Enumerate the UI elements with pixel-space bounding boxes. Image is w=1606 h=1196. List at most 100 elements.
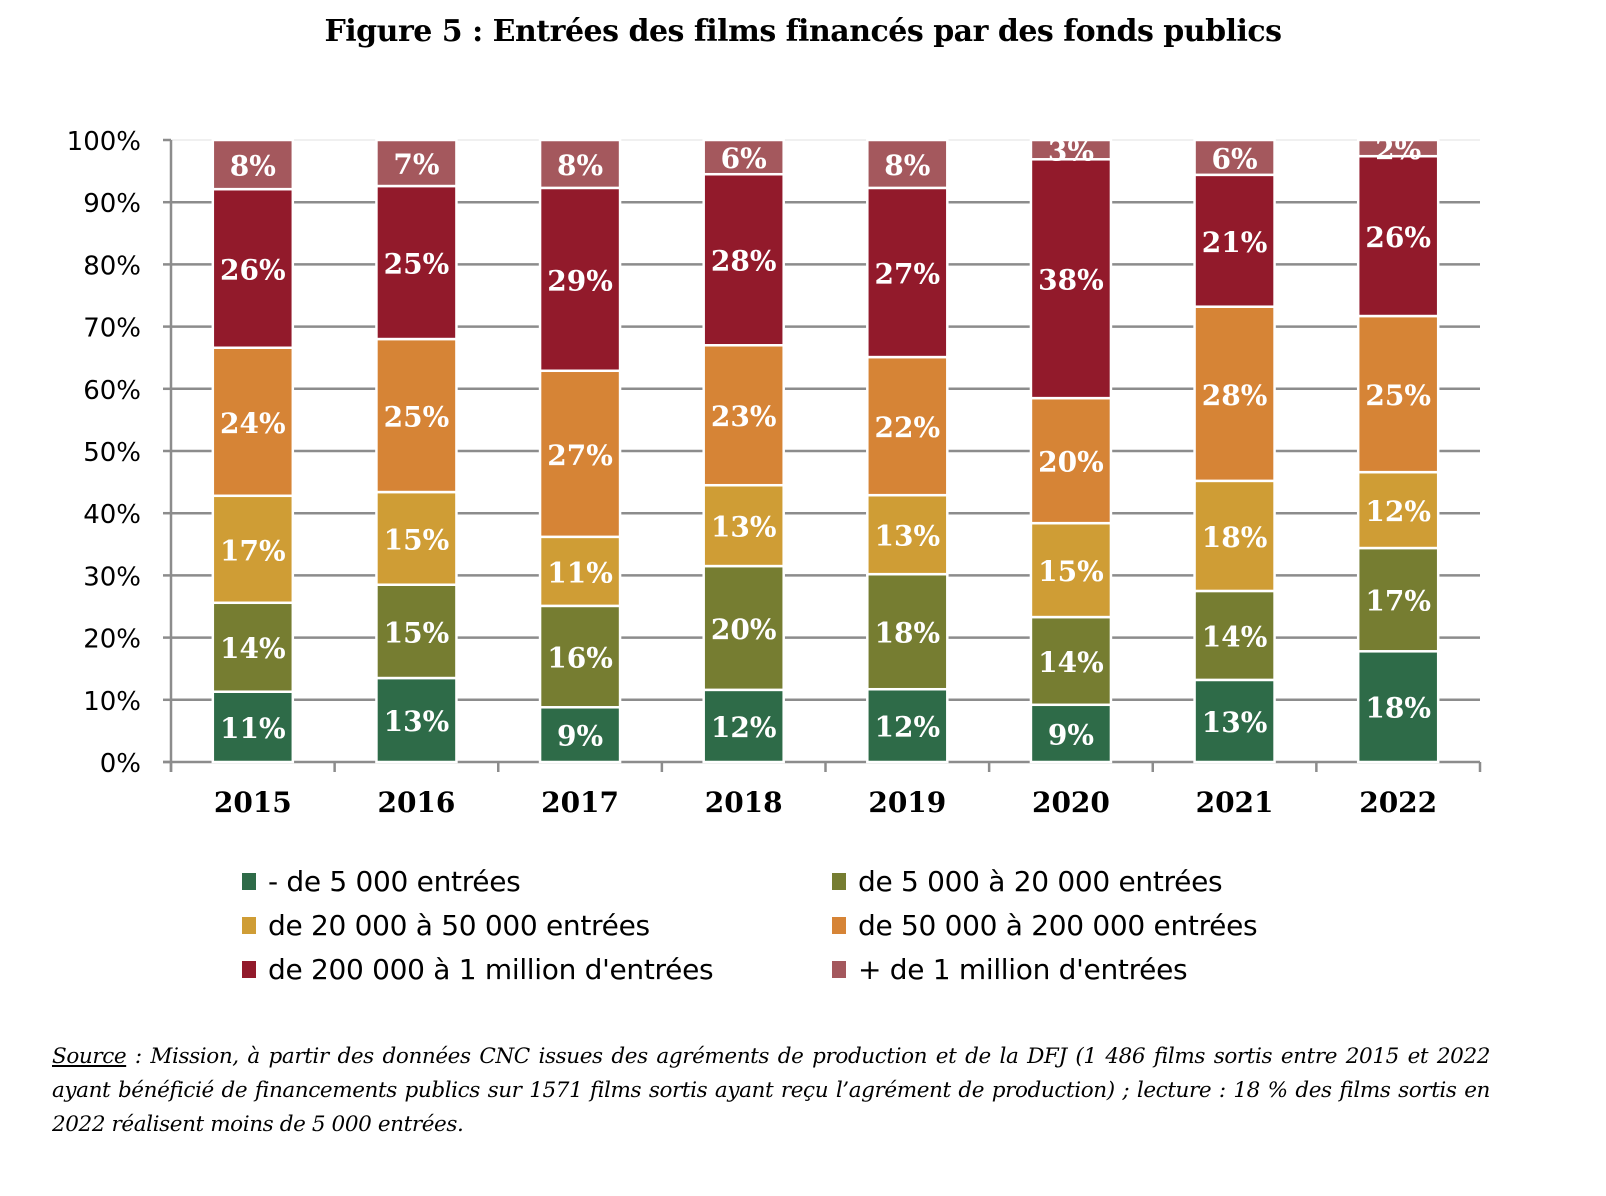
bar-stack-2017: 9% 16% 11% 27% 29% 8%	[538, 138, 622, 764]
data-label: 26%	[1365, 221, 1431, 254]
y-tick-label: 20%	[83, 625, 141, 655]
x-tick-label: 2016	[377, 786, 455, 819]
chart-title: Figure 5 : Entrées des films financés pa…	[324, 14, 1282, 49]
data-label: 38%	[1038, 264, 1104, 297]
x-tick-label: 2015	[214, 786, 292, 819]
legend-item: de 50 000 à 200 000 entrées	[832, 906, 1342, 944]
data-label: 11%	[547, 556, 613, 589]
data-label: 15%	[1038, 555, 1104, 588]
data-label: 6%	[721, 142, 767, 175]
bar-segment	[1029, 158, 1113, 400]
data-label: 3%	[1048, 135, 1094, 168]
bar-segment	[375, 184, 458, 341]
data-label: 12%	[875, 711, 941, 744]
bar-segment	[211, 494, 295, 605]
bar-stack-2016: 13% 15% 15% 25% 25% 7%	[375, 138, 458, 764]
y-tick-label: 30%	[83, 562, 141, 592]
bar-segment	[1193, 678, 1276, 764]
legend-label: de 20 000 à 50 000 entrées	[268, 908, 650, 942]
bar-segment	[702, 688, 785, 764]
source-label: Source	[52, 1044, 127, 1069]
y-tick-label: 40%	[83, 500, 141, 530]
data-label: 8%	[557, 149, 603, 182]
x-tick-label: 2018	[705, 786, 783, 819]
data-label: 25%	[384, 248, 450, 281]
bar-segment	[538, 706, 622, 764]
data-label: 20%	[1038, 446, 1104, 479]
bar-stack-2022: 18% 17% 12% 25% 26% 2%	[1356, 133, 1440, 764]
y-tick-label: 50%	[83, 438, 141, 468]
data-label: 14%	[1202, 620, 1268, 653]
bar-segment	[1193, 479, 1276, 593]
bar-segment	[702, 344, 785, 487]
bar-segment	[866, 687, 949, 764]
data-label: 17%	[220, 534, 286, 567]
data-label: 28%	[711, 245, 777, 278]
bar-segment	[538, 369, 622, 539]
legend-swatch	[242, 960, 256, 978]
data-label: 13%	[711, 511, 777, 544]
data-label: 12%	[711, 711, 777, 744]
bar-segment	[1193, 305, 1276, 483]
bar-segment	[702, 138, 785, 176]
bar-segment	[1356, 546, 1440, 653]
bar-segment	[702, 172, 785, 347]
legend-item: - de 5 000 entrées	[242, 862, 832, 900]
legend-item: de 5 000 à 20 000 entrées	[832, 862, 1342, 900]
data-label: 18%	[1365, 692, 1431, 725]
data-label: 20%	[711, 613, 777, 646]
data-label: 29%	[547, 264, 613, 297]
x-tick-label: 2017	[541, 786, 619, 819]
legend-label: de 50 000 à 200 000 entrées	[858, 908, 1258, 942]
bar-segment	[1356, 154, 1440, 318]
bar-stack-2021: 13% 14% 18% 28% 21% 6%	[1193, 138, 1276, 764]
data-label: 18%	[1202, 521, 1268, 554]
bar-segment	[538, 186, 622, 373]
data-label: 15%	[384, 616, 450, 649]
stacked-bar-chart: 0%10%20%30%40%50%60%70%80%90%100%11%14%1…	[67, 127, 1482, 819]
legend-swatch	[832, 916, 846, 934]
bar-segment	[866, 186, 949, 359]
source-note: Source : Mission, à partir des données C…	[52, 1040, 1490, 1142]
y-tick-label: 70%	[83, 314, 141, 344]
bar-segment	[1193, 589, 1276, 682]
data-label: 24%	[220, 407, 286, 440]
data-label: 25%	[384, 401, 450, 434]
legend-item: de 20 000 à 50 000 entrées	[242, 906, 832, 944]
data-label: 11%	[220, 712, 286, 745]
bar-segment	[538, 604, 622, 709]
data-label: 16%	[547, 642, 613, 675]
data-label: 21%	[1202, 226, 1268, 259]
bar-segment	[211, 346, 295, 498]
x-tick-label: 2021	[1196, 786, 1274, 819]
bar-segment	[375, 583, 458, 680]
y-tick-label: 90%	[83, 189, 141, 219]
legend-label: de 5 000 à 20 000 entrées	[858, 864, 1223, 898]
data-label: 27%	[547, 439, 613, 472]
bar-stack-2018: 12% 20% 13% 23% 28% 6%	[702, 138, 785, 764]
data-label: 7%	[393, 148, 439, 181]
bar-segment	[866, 138, 949, 190]
data-label: 22%	[875, 411, 941, 444]
bar-segment	[702, 483, 785, 568]
chart-legend: - de 5 000 entrées de 5 000 à 20 000 entr…	[242, 862, 1342, 988]
y-tick-label: 100%	[67, 127, 141, 157]
data-label: 25%	[1365, 379, 1431, 412]
bar-segment	[375, 490, 458, 586]
bar-segment	[702, 564, 785, 692]
legend-label: + de 1 million d'entrées	[858, 952, 1188, 986]
data-label: 8%	[230, 150, 276, 183]
legend-label: de 200 000 à 1 million d'entrées	[268, 952, 714, 986]
legend-swatch	[832, 872, 846, 890]
y-tick-label: 0%	[100, 749, 141, 779]
x-tick-label: 2020	[1032, 786, 1110, 819]
data-label: 8%	[884, 149, 930, 182]
data-label: 9%	[557, 720, 603, 753]
data-label: 26%	[220, 253, 286, 286]
bar-stack-2020: 9% 14% 15% 20% 38% 3%	[1029, 135, 1113, 764]
data-label: 2%	[1375, 133, 1421, 166]
data-label: 13%	[384, 705, 450, 738]
legend-swatch	[242, 872, 256, 890]
data-label: 23%	[711, 400, 777, 433]
y-tick-label: 80%	[83, 251, 141, 281]
